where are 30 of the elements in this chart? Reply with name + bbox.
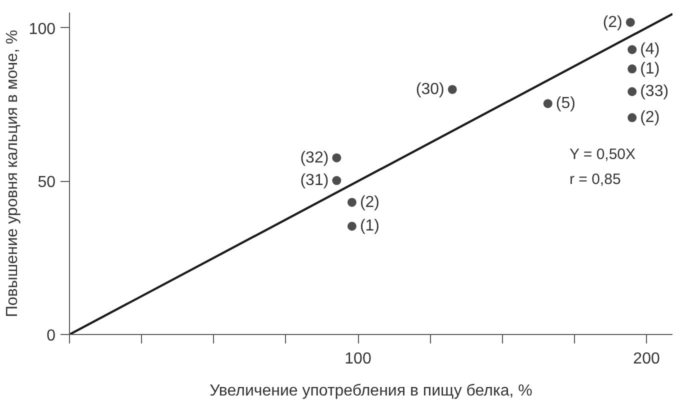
point <box>628 113 637 122</box>
y-tick-label: 50 <box>38 174 56 192</box>
point <box>332 153 342 162</box>
annotation: (4) <box>640 41 660 58</box>
annotation: (1) <box>640 60 660 78</box>
annotation: (31) <box>300 172 329 190</box>
annotation: (2) <box>360 194 380 211</box>
point <box>332 176 342 186</box>
annotation: (5) <box>556 95 576 112</box>
y-axis-title: Повышение уровня кальция в моче, % <box>4 30 21 318</box>
annotation: (2) <box>640 109 660 126</box>
annotation: (30) <box>416 80 444 98</box>
annotation: (1) <box>360 218 380 235</box>
annotation: (2) <box>602 14 622 31</box>
point <box>628 45 637 54</box>
y-tick-label: 0 <box>46 328 56 344</box>
x-axis-title: Увеличение употребления в пищу белка, % <box>210 382 532 400</box>
point <box>448 84 457 94</box>
annotation: (33) <box>640 83 669 100</box>
point <box>626 18 635 27</box>
annotation: Y = 0,50X <box>570 146 636 163</box>
x-tick-label: 200 <box>633 350 660 368</box>
y-tick-label: 100 <box>28 20 56 38</box>
annotation: r = 0,85 <box>570 171 621 188</box>
point <box>347 198 356 207</box>
annotation: (32) <box>300 149 329 166</box>
point <box>628 87 637 96</box>
point <box>543 99 552 108</box>
point <box>347 222 356 231</box>
point <box>628 64 637 74</box>
